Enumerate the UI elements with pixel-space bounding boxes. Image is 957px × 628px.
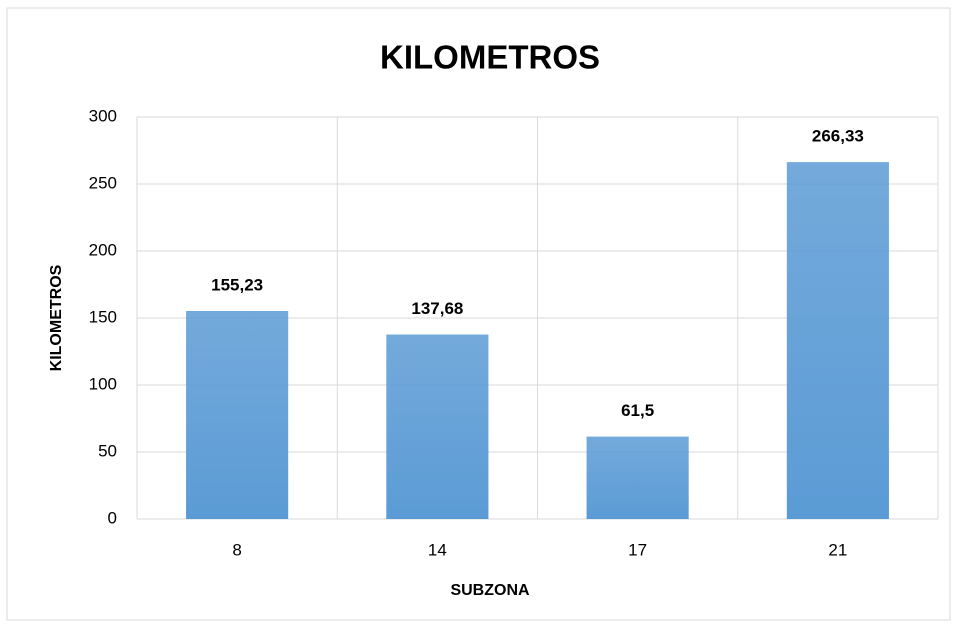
y-tick-label: 0 <box>108 508 117 527</box>
data-label: 137,68 <box>411 299 463 318</box>
x-tick-label: 17 <box>628 540 647 559</box>
bar <box>586 436 689 519</box>
x-tick-label: 21 <box>828 540 847 559</box>
y-axis-label: KILOMETROS <box>48 264 65 371</box>
y-tick-label: 250 <box>89 173 117 192</box>
x-tick-label: 14 <box>428 540 447 559</box>
y-tick-label: 200 <box>89 240 117 259</box>
y-tick-label: 300 <box>89 106 117 125</box>
data-label: 266,33 <box>812 127 864 146</box>
y-tick-label: 150 <box>89 307 117 326</box>
bar <box>386 334 489 519</box>
bar <box>186 310 289 519</box>
data-label: 155,23 <box>211 275 263 294</box>
x-tick-label: 8 <box>232 540 241 559</box>
y-tick-label: 50 <box>98 441 117 460</box>
chart-title: KILOMETROS <box>380 39 600 76</box>
y-tick-label: 100 <box>89 374 117 393</box>
x-axis-label: SUBZONA <box>450 582 530 599</box>
bar <box>786 162 889 519</box>
data-label: 61,5 <box>621 401 654 420</box>
